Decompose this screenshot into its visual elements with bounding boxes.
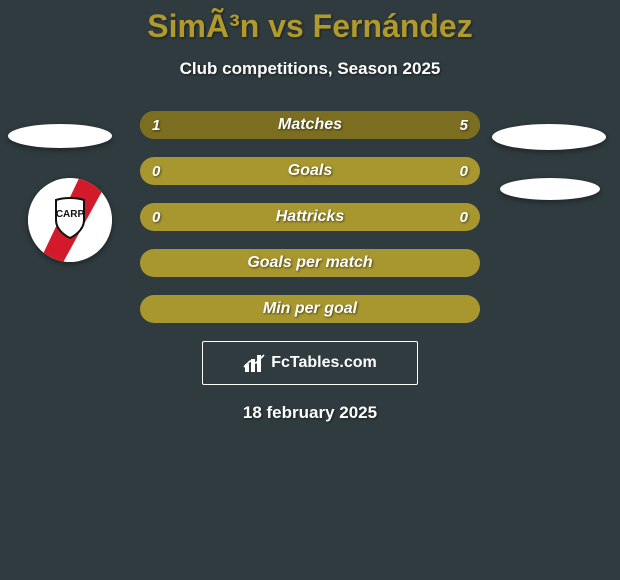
stat-value-right: 5 — [460, 111, 468, 139]
stat-value-left: 1 — [152, 111, 160, 139]
stat-value-right: 0 — [460, 157, 468, 185]
svg-text:CARP: CARP — [56, 209, 85, 220]
stat-row: Goals0 0 — [140, 157, 480, 185]
watermark-text: FcTables.com — [271, 354, 377, 372]
stat-label: Hattricks — [140, 203, 480, 231]
club-logo: CARP — [28, 178, 112, 262]
stat-value-left: 0 — [152, 157, 160, 185]
player-slot-right-2 — [500, 178, 600, 200]
stat-label: Goals — [140, 157, 480, 185]
snapshot-date: 18 february 2025 — [0, 403, 620, 423]
stat-label: Goals per match — [140, 249, 480, 277]
stat-value-left: 0 — [152, 203, 160, 231]
stat-value-right: 0 — [460, 203, 468, 231]
page-subtitle: Club competitions, Season 2025 — [0, 59, 620, 79]
comparison-card: SimÃ³n vs Fernández Club competitions, S… — [0, 0, 620, 580]
stat-row: Min per goal — [140, 295, 480, 323]
stat-row: Matches1 5 — [140, 111, 480, 139]
stat-bars: Matches15Goals00Hattricks00Goals per mat… — [140, 111, 480, 323]
stat-label: Matches — [140, 111, 480, 139]
bar-chart-icon — [243, 353, 267, 373]
player-slot-left — [8, 124, 112, 148]
stat-label: Min per goal — [140, 295, 480, 323]
player-slot-right-1 — [492, 124, 606, 150]
stat-row: Goals per match — [140, 249, 480, 277]
club-logo-svg: CARP — [28, 178, 112, 262]
stat-row: Hattricks0 0 — [140, 203, 480, 231]
watermark: FcTables.com — [202, 341, 418, 385]
page-title: SimÃ³n vs Fernández — [0, 0, 620, 45]
